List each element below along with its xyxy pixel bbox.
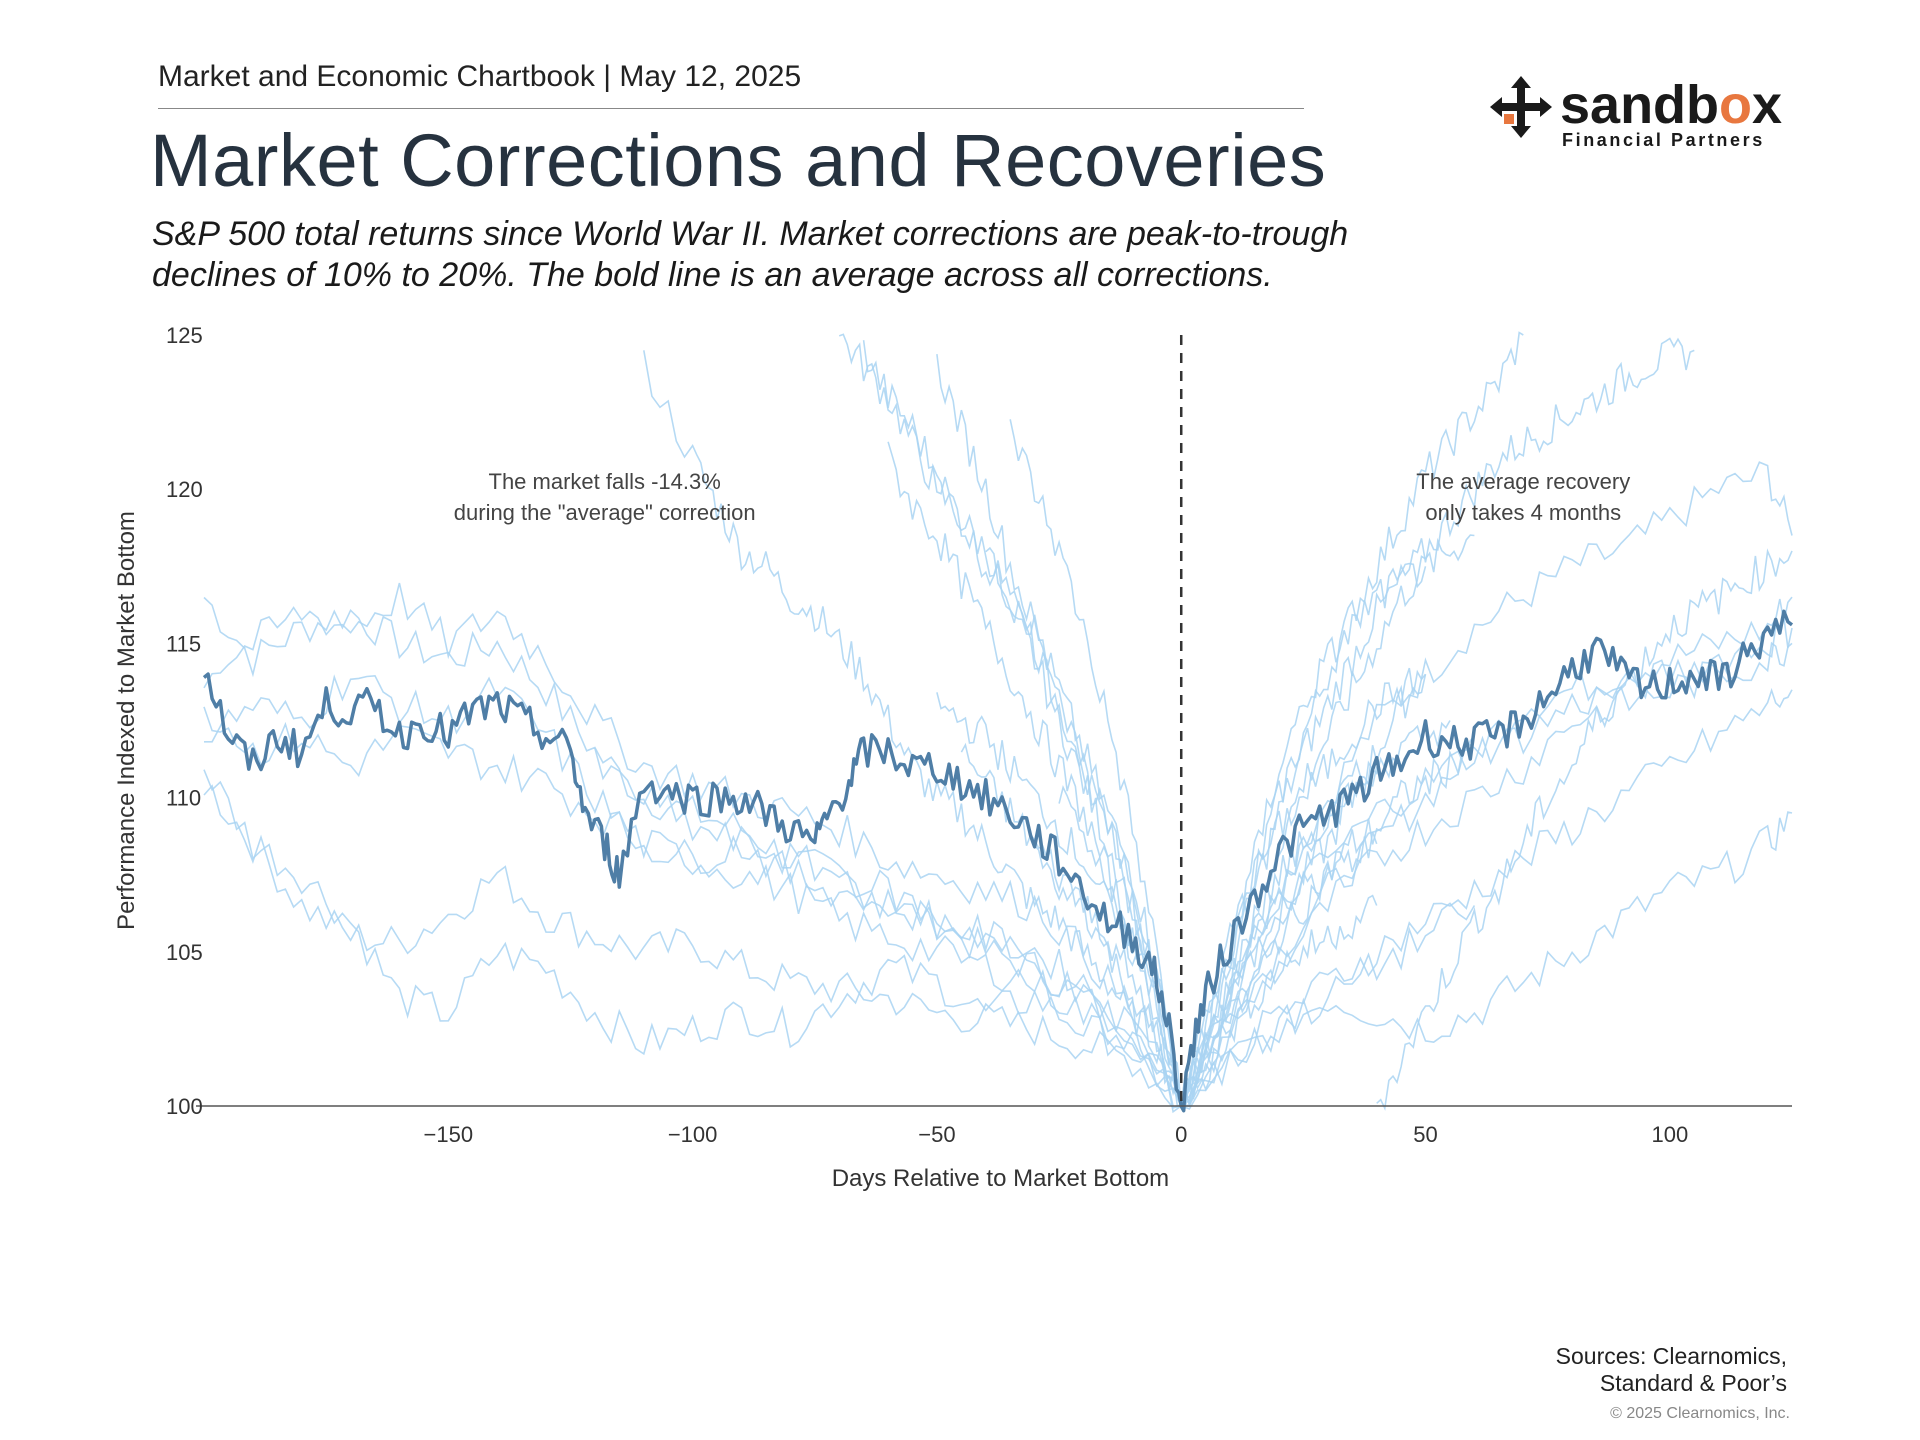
logo-wordmark: sandbox: [1560, 74, 1782, 136]
y-tick-label: 120: [166, 477, 203, 502]
average-correction-line: [202, 609, 1794, 1113]
average-line-group: [202, 609, 1794, 1113]
annotation-0-line-0: The market falls -14.3%: [489, 469, 721, 494]
y-tick-label: 105: [166, 940, 203, 965]
correction-line-10: [203, 687, 1793, 1110]
header-divider: [158, 108, 1304, 109]
x-tick-label: 100: [1651, 1122, 1688, 1147]
x-tick-label: −100: [668, 1122, 718, 1147]
logo-wordmark-suffix: x: [1752, 75, 1783, 135]
chart-subtitle: S&P 500 total returns since World War II…: [152, 214, 1452, 296]
y-tick-label: 115: [166, 631, 201, 656]
correction-line-6: [862, 337, 1695, 1109]
x-tick-label: −150: [424, 1122, 474, 1147]
correction-line-3: [203, 769, 1793, 1108]
sources-note: Sources: Clearnomics, Standard & Poor’s: [1556, 1343, 1787, 1397]
annotation-1-line-0: The average recovery: [1416, 469, 1630, 494]
correction-line-12: [594, 748, 1476, 1114]
subtitle-line-1: S&P 500 total returns since World War II…: [152, 215, 1349, 253]
chart-axes: [196, 335, 1792, 1107]
subtitle-line-2: declines of 10% to 20%. The bold line is…: [152, 256, 1273, 294]
logo-tagline: Financial Partners: [1562, 130, 1765, 150]
correction-line-2: [203, 596, 1793, 1109]
correction-line-4: [643, 350, 1427, 1107]
sources-line-2: Standard & Poor’s: [1599, 1370, 1787, 1396]
copyright-note: © 2025 Clearnomics, Inc.: [1610, 1405, 1790, 1422]
x-tick-label: −50: [918, 1122, 955, 1147]
correction-line-16: [1034, 844, 1378, 1107]
y-tick-label: 125: [166, 323, 203, 348]
chart-labels: −150 −100 −50 0 50 100 100 105 110 115 120 125 Days …: [113, 323, 1688, 1192]
y-tick-label: 110: [166, 786, 201, 811]
correction-line-18: [1058, 785, 1378, 1109]
x-axis-label: Days Relative to Market Bottom: [832, 1165, 1169, 1192]
four-way-arrows-icon: [1490, 76, 1552, 138]
x-tick-label: 50: [1413, 1122, 1437, 1147]
correction-line-1: [203, 461, 1793, 1108]
logo-wordmark-prefix: sandb: [1560, 75, 1720, 135]
annotation-0-line-1: during the "average" correction: [454, 500, 756, 525]
sandbox-logo: sandbox Financial Partners: [1490, 72, 1782, 152]
correction-line-8: [203, 582, 1793, 1108]
correction-line-19: [1376, 548, 1793, 1111]
logo-wordmark-accent: o: [1719, 75, 1753, 135]
annotation-1-line-1: only takes 4 months: [1425, 500, 1621, 525]
y-axis-label: Performance Indexed to Market Bottom: [113, 511, 140, 930]
y-tick-label: 100: [166, 1094, 203, 1119]
x-tick-label: 0: [1175, 1122, 1187, 1147]
chartbook-header: Market and Economic Chartbook | May 12, …: [158, 60, 802, 93]
sources-line-1: Sources: Clearnomics,: [1555, 1343, 1787, 1369]
page-title: Market Corrections and Recoveries: [150, 119, 1327, 202]
individual-correction-lines: [203, 331, 1793, 1114]
corrections-line-chart: −150 −100 −50 0 50 100 100 105 110 115 120 125 Days …: [113, 323, 1794, 1192]
correction-line-17: [1009, 419, 1427, 1107]
